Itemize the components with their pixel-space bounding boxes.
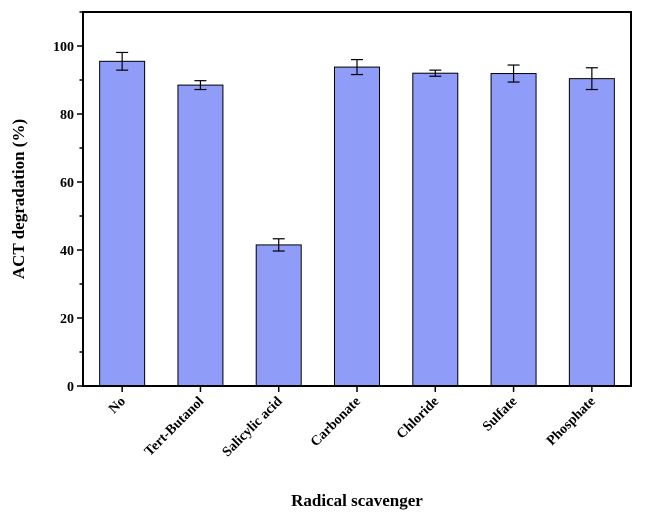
x-tick-label-5: Sulfate	[480, 394, 520, 434]
y-axis-label: ACT degradation (%)	[9, 119, 28, 279]
error-bar-1	[194, 80, 207, 91]
x-tick-label-1: Tert-Butanol	[142, 394, 207, 459]
error-bar-4	[429, 69, 442, 77]
y-tick-label-3: 60	[60, 176, 74, 191]
x-tick-label-0: No	[106, 394, 129, 417]
bar-0	[99, 60, 146, 387]
error-bar-3	[351, 58, 363, 76]
y-tick-label-5: 100	[53, 40, 74, 55]
x-tick-label-3: Carbonate	[308, 394, 364, 450]
x-axis: No Tert-Butanol Salicylic acid Carbonate Chl…	[106, 386, 599, 460]
y-tick-label-0: 0	[67, 380, 74, 395]
bar-1	[177, 84, 224, 387]
y-tick-label-2: 40	[60, 244, 74, 259]
error-bar-2	[272, 238, 285, 252]
bar-5	[490, 73, 537, 387]
x-tick-label-6: Phosphate	[544, 394, 599, 449]
error-bar-0	[116, 51, 129, 71]
bar-6	[568, 78, 615, 387]
x-tick-label-4: Chloride	[394, 394, 442, 442]
y-tick-label-4: 80	[60, 108, 74, 123]
bar-2	[255, 244, 302, 387]
bar-3	[334, 66, 380, 387]
y-tick-label-1: 20	[60, 312, 74, 327]
bars-layer	[99, 60, 615, 387]
bar-4	[412, 72, 459, 387]
x-axis-label: Radical scavenger	[291, 491, 423, 510]
error-bars-layer	[116, 51, 598, 252]
error-bar-6	[585, 67, 598, 91]
error-bar-5	[507, 64, 520, 83]
y-axis: 0 20 40 60 80 100	[53, 11, 83, 395]
x-tick-label-2: Salicylic acid	[220, 394, 286, 460]
